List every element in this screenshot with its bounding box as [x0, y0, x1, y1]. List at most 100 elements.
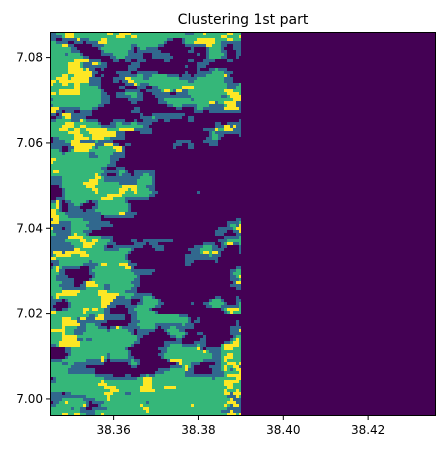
- raster-cell: [50, 335, 62, 338]
- raster-cell: [107, 407, 143, 410]
- raster-cell: [116, 71, 131, 74]
- raster-cell: [152, 56, 173, 59]
- raster-cell: [224, 359, 227, 362]
- raster-cell: [188, 368, 194, 371]
- raster-cell: [197, 317, 200, 320]
- raster-cell: [224, 89, 233, 92]
- raster-cell: [116, 167, 125, 170]
- raster-cell: [59, 260, 89, 263]
- raster-cell: [74, 134, 83, 137]
- raster-cell: [98, 191, 119, 194]
- raster-cell: [101, 92, 107, 95]
- raster-cell: [65, 326, 77, 329]
- raster-cell: [236, 323, 239, 326]
- raster-cell: [71, 350, 128, 353]
- raster-cell: [152, 377, 212, 380]
- raster-cell: [98, 383, 107, 386]
- raster-cell: [131, 296, 143, 299]
- raster-cell: [50, 167, 101, 170]
- raster-cell: [224, 71, 233, 74]
- raster-cell: [92, 188, 98, 191]
- raster-cell: [197, 347, 200, 350]
- raster-cell: [227, 35, 239, 38]
- raster-cell: [188, 119, 194, 122]
- raster-cell: [239, 302, 241, 305]
- raster-cell: [206, 350, 209, 353]
- raster-cell: [50, 68, 68, 71]
- raster-cell: [128, 203, 131, 206]
- raster-cell: [50, 80, 56, 83]
- raster-cell: [80, 131, 89, 134]
- raster-cell: [101, 38, 107, 41]
- raster-cell: [86, 284, 98, 287]
- raster-cell: [83, 56, 89, 59]
- raster-cell: [185, 374, 224, 377]
- raster-cell: [95, 173, 98, 176]
- raster-cell: [110, 161, 116, 164]
- raster-cell: [167, 329, 179, 332]
- raster-cell: [176, 326, 194, 329]
- raster-cell: [56, 41, 68, 44]
- raster-cell: [227, 308, 239, 311]
- raster-cell: [203, 140, 218, 143]
- raster-cell: [92, 206, 98, 209]
- raster-cell: [50, 101, 101, 104]
- raster-cell: [50, 290, 62, 293]
- raster-cell: [158, 86, 182, 89]
- raster-cell: [137, 74, 143, 77]
- raster-cell: [53, 296, 56, 299]
- raster-cell: [101, 302, 110, 305]
- raster-cell: [206, 74, 224, 77]
- raster-cell: [62, 113, 71, 116]
- raster-cell: [230, 341, 233, 344]
- raster-cell: [50, 149, 59, 152]
- raster-cell: [89, 149, 116, 152]
- raster-cell: [68, 308, 83, 311]
- raster-cell: [56, 275, 68, 278]
- raster-cell: [101, 47, 131, 50]
- raster-cell: [83, 68, 86, 71]
- raster-cell: [167, 38, 173, 41]
- raster-cell: [59, 269, 65, 272]
- raster-cell: [140, 131, 152, 134]
- raster-cell: [50, 269, 56, 272]
- raster-cell: [77, 335, 137, 338]
- raster-cell: [68, 236, 83, 239]
- raster-cell: [218, 128, 224, 131]
- raster-cell: [101, 305, 107, 308]
- raster-cell: [89, 314, 95, 317]
- raster-cell: [125, 374, 131, 377]
- raster-cell: [107, 356, 110, 359]
- raster-cell: [98, 308, 104, 311]
- raster-cell: [170, 89, 173, 92]
- raster-cell: [227, 407, 241, 410]
- raster-cell: [140, 404, 143, 407]
- raster-cell: [56, 32, 65, 35]
- raster-cell: [224, 125, 230, 128]
- raster-cell: [71, 407, 74, 410]
- raster-cell: [59, 137, 74, 140]
- raster-cell: [164, 59, 170, 62]
- raster-cell: [221, 305, 239, 308]
- raster-cell: [221, 47, 224, 50]
- raster-cell: [137, 362, 140, 365]
- raster-cell: [119, 182, 137, 185]
- raster-cell: [62, 281, 74, 284]
- raster-cell: [101, 359, 104, 362]
- raster-cell: [80, 110, 92, 113]
- raster-cell: [53, 104, 98, 107]
- raster-cell: [107, 305, 116, 308]
- raster-cell: [191, 251, 200, 254]
- raster-cell: [104, 215, 134, 218]
- raster-cell: [110, 122, 116, 125]
- raster-cell: [83, 134, 92, 137]
- raster-cell: [74, 125, 80, 128]
- raster-cell: [62, 194, 65, 197]
- raster-cell: [116, 92, 125, 95]
- raster-cell: [194, 32, 203, 35]
- raster-cell: [224, 368, 227, 371]
- raster-cell: [65, 191, 95, 194]
- raster-cell: [239, 389, 241, 392]
- raster-cell: [143, 74, 152, 77]
- raster-cell: [128, 80, 134, 83]
